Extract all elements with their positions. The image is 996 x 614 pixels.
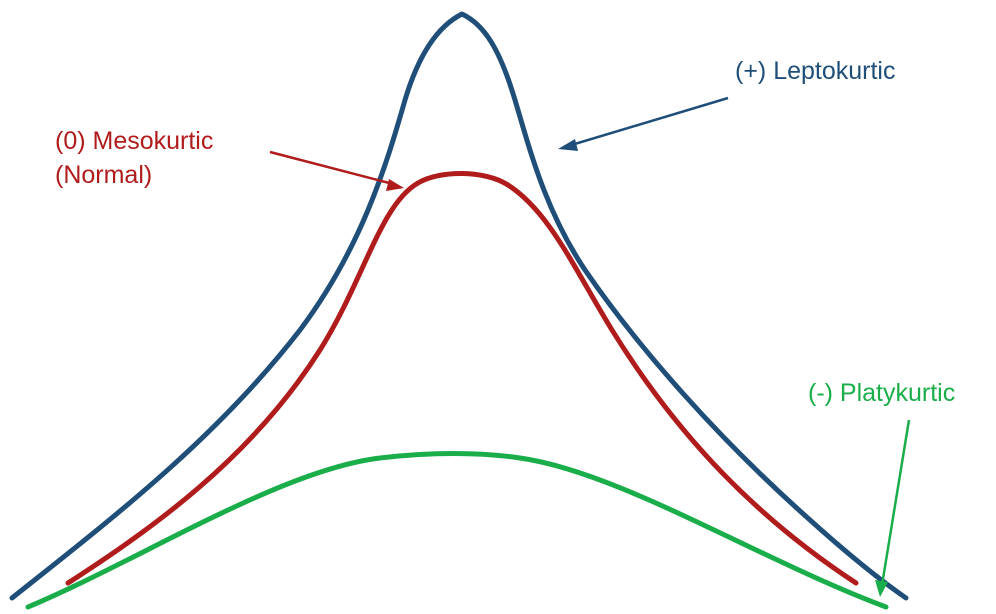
leptokurtic-curve — [9, 11, 909, 601]
mesokurtic-label: (0) Mesokurtic (Normal) — [55, 124, 213, 192]
leptokurtic-label: (+) Leptokurtic — [735, 57, 896, 85]
mesokurtic-label-line2: (Normal) — [55, 161, 153, 189]
platykurtic-curve — [25, 451, 889, 610]
mesokurtic-arrow — [269, 150, 394, 186]
platykurtic-arrow — [880, 419, 911, 586]
platykurtic-label: (-) Platykurtic — [808, 379, 956, 407]
mesokurtic-arrowhead — [386, 179, 404, 191]
mesokurtic-label-line1: (0) Mesokurtic — [55, 127, 214, 155]
mesokurtic-curve — [65, 171, 859, 586]
leptokurtic-arrowhead — [558, 139, 578, 151]
platykurtic-arrowhead — [875, 580, 888, 597]
leptokurtic-arrow — [567, 96, 729, 148]
